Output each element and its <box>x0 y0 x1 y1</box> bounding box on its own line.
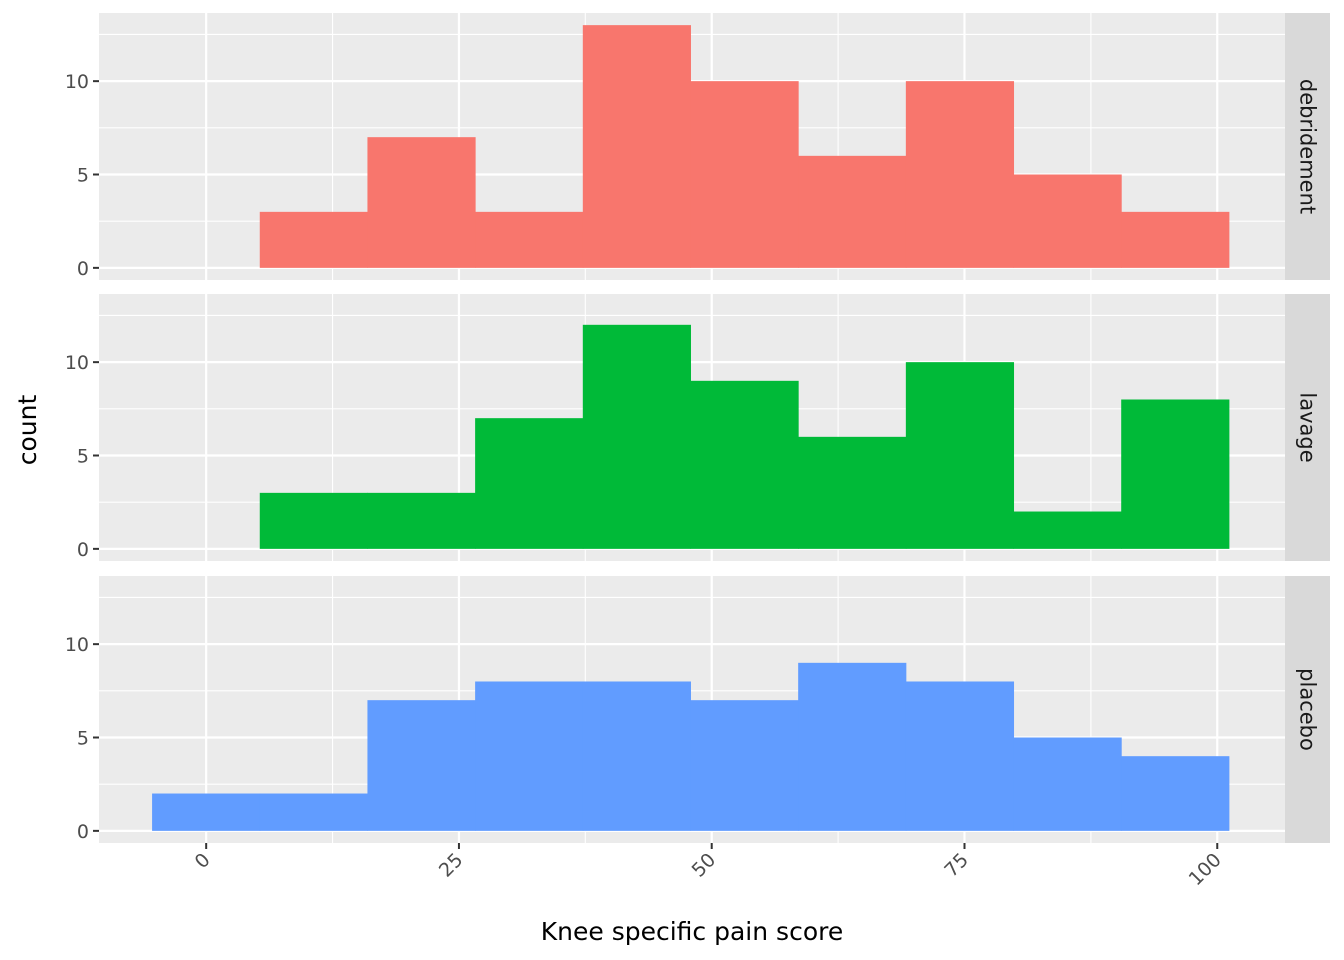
y-tick-label: 10 <box>65 634 89 656</box>
x-tick-label: 50 <box>688 849 721 882</box>
y-tick-label: 10 <box>65 71 89 93</box>
histogram-bar <box>798 436 907 549</box>
histogram-bar <box>582 324 691 549</box>
histogram-bar <box>367 700 476 831</box>
y-tick-label: 0 <box>77 258 89 280</box>
histogram-bar <box>905 81 1015 268</box>
histogram-bar <box>690 380 799 549</box>
histogram-bar <box>582 25 691 268</box>
histogram-bar <box>475 681 584 831</box>
x-axis: 0 25 50 75 100 <box>191 843 1226 890</box>
histogram-bar <box>259 492 368 549</box>
y-tick-label: 0 <box>77 539 89 561</box>
histogram-bar <box>475 211 584 268</box>
y-tick-label: 0 <box>77 821 89 843</box>
histogram-bar <box>1013 511 1122 549</box>
histogram-bar <box>1013 737 1122 831</box>
x-tick-label: 25 <box>435 849 468 882</box>
x-tick-label: 0 <box>191 849 215 873</box>
facet-panel-lavage: 0 5 10 lavage <box>65 294 1330 561</box>
histogram-bar <box>798 662 907 831</box>
histogram-bar <box>690 700 799 831</box>
facet-strip-label: lavage <box>1296 392 1320 462</box>
histogram-bar <box>367 137 476 268</box>
y-tick-label: 5 <box>77 165 89 187</box>
y-tick-label: 5 <box>77 728 89 750</box>
histogram-bar <box>798 155 907 268</box>
histogram-bar <box>475 418 584 549</box>
y-axis-title: count <box>13 395 42 466</box>
histogram-bar <box>1121 211 1230 268</box>
facet-panel-placebo: 0 5 10 placebo <box>65 576 1330 843</box>
x-tick-label: 100 <box>1185 849 1226 890</box>
histogram-bar <box>367 492 476 549</box>
histogram-bar <box>1121 756 1230 831</box>
histogram-bar <box>690 81 799 268</box>
facet-strip <box>1285 13 1330 280</box>
facet-strip-label: placebo <box>1296 668 1320 751</box>
y-tick-label: 5 <box>77 446 89 468</box>
facet-strip-label: debridement <box>1296 79 1320 214</box>
y-tick-label: 10 <box>65 352 89 374</box>
x-axis-title: Knee specific pain score <box>541 917 843 946</box>
facet-strip <box>1285 294 1330 561</box>
facet-panels: 0 5 10 debridement 0 5 10 lavage 0 5 10 placebo <box>65 13 1330 843</box>
x-tick-label: 75 <box>940 849 973 882</box>
histogram-bar <box>1121 399 1230 549</box>
histogram-bar <box>905 681 1015 831</box>
histogram-bar <box>259 211 368 268</box>
histogram-bar <box>152 793 261 831</box>
facet-panel-debridement: 0 5 10 debridement <box>65 13 1330 280</box>
histogram-bar <box>905 362 1015 549</box>
histogram-bar <box>582 681 691 831</box>
facet-strip <box>1285 576 1330 843</box>
histogram-bar <box>259 793 368 831</box>
histogram-bar <box>1013 174 1122 268</box>
